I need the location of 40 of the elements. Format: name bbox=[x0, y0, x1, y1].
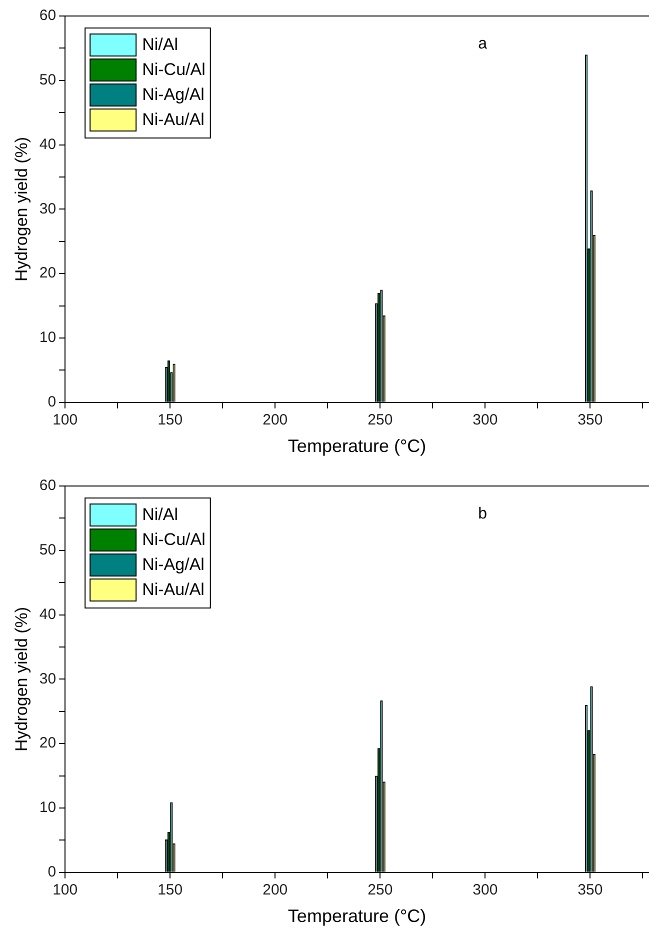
y-tick-label: 60 bbox=[39, 477, 56, 494]
x-axis-title: Temperature (°C) bbox=[288, 436, 426, 456]
legend-label: Ni/Al bbox=[142, 35, 178, 54]
y-tick-label: 0 bbox=[48, 394, 56, 411]
annotation: b bbox=[478, 505, 488, 522]
x-tick-label: 300 bbox=[472, 882, 498, 899]
legend-label: Ni-Cu/Al bbox=[142, 530, 206, 550]
y-tick-label: 30 bbox=[39, 200, 56, 218]
y-axis-title: Hydrogen yield (%) bbox=[12, 606, 31, 752]
x-tick-label: 350 bbox=[578, 882, 603, 899]
legend-label: Ni-Cu/Al bbox=[142, 60, 206, 80]
x-tick-label: 250 bbox=[368, 412, 393, 429]
legend-label: Ni-Au/Al bbox=[142, 580, 204, 600]
x-tick-label: 350 bbox=[578, 412, 603, 429]
x-tick-label: 150 bbox=[158, 882, 183, 899]
y-axis-title: Hydrogen yield (%) bbox=[12, 136, 31, 282]
y-tick-label: 60 bbox=[39, 7, 56, 24]
legend-label: Ni-Au/Al bbox=[142, 110, 204, 130]
x-tick-label: 100 bbox=[52, 412, 78, 429]
y-tick-label: 50 bbox=[39, 72, 56, 89]
x-tick-label: 100 bbox=[52, 882, 78, 899]
x-tick-label: 300 bbox=[472, 412, 498, 429]
y-tick-label: 40 bbox=[39, 606, 56, 623]
x-tick-label: 200 bbox=[262, 412, 288, 429]
legend-label: Ni-Ag/Al bbox=[142, 555, 204, 574]
x-tick-label: 150 bbox=[158, 412, 183, 429]
y-tick-label: 20 bbox=[39, 264, 56, 282]
y-tick-label: 50 bbox=[39, 542, 56, 559]
x-tick-label: 250 bbox=[368, 882, 393, 899]
y-tick-label: 0 bbox=[48, 864, 56, 881]
y-tick-label: 10 bbox=[39, 329, 56, 346]
y-tick-label: 10 bbox=[39, 799, 56, 816]
y-tick-label: 40 bbox=[39, 136, 56, 153]
legend-label: Ni-Ag/Al bbox=[142, 85, 204, 104]
y-tick-label: 20 bbox=[39, 734, 56, 752]
x-tick-label: 200 bbox=[262, 882, 288, 899]
y-tick-label: 30 bbox=[39, 670, 56, 688]
x-axis-title: Temperature (°C) bbox=[288, 906, 426, 926]
annotation: a bbox=[478, 35, 488, 52]
legend-label: Ni/Al bbox=[142, 505, 178, 524]
